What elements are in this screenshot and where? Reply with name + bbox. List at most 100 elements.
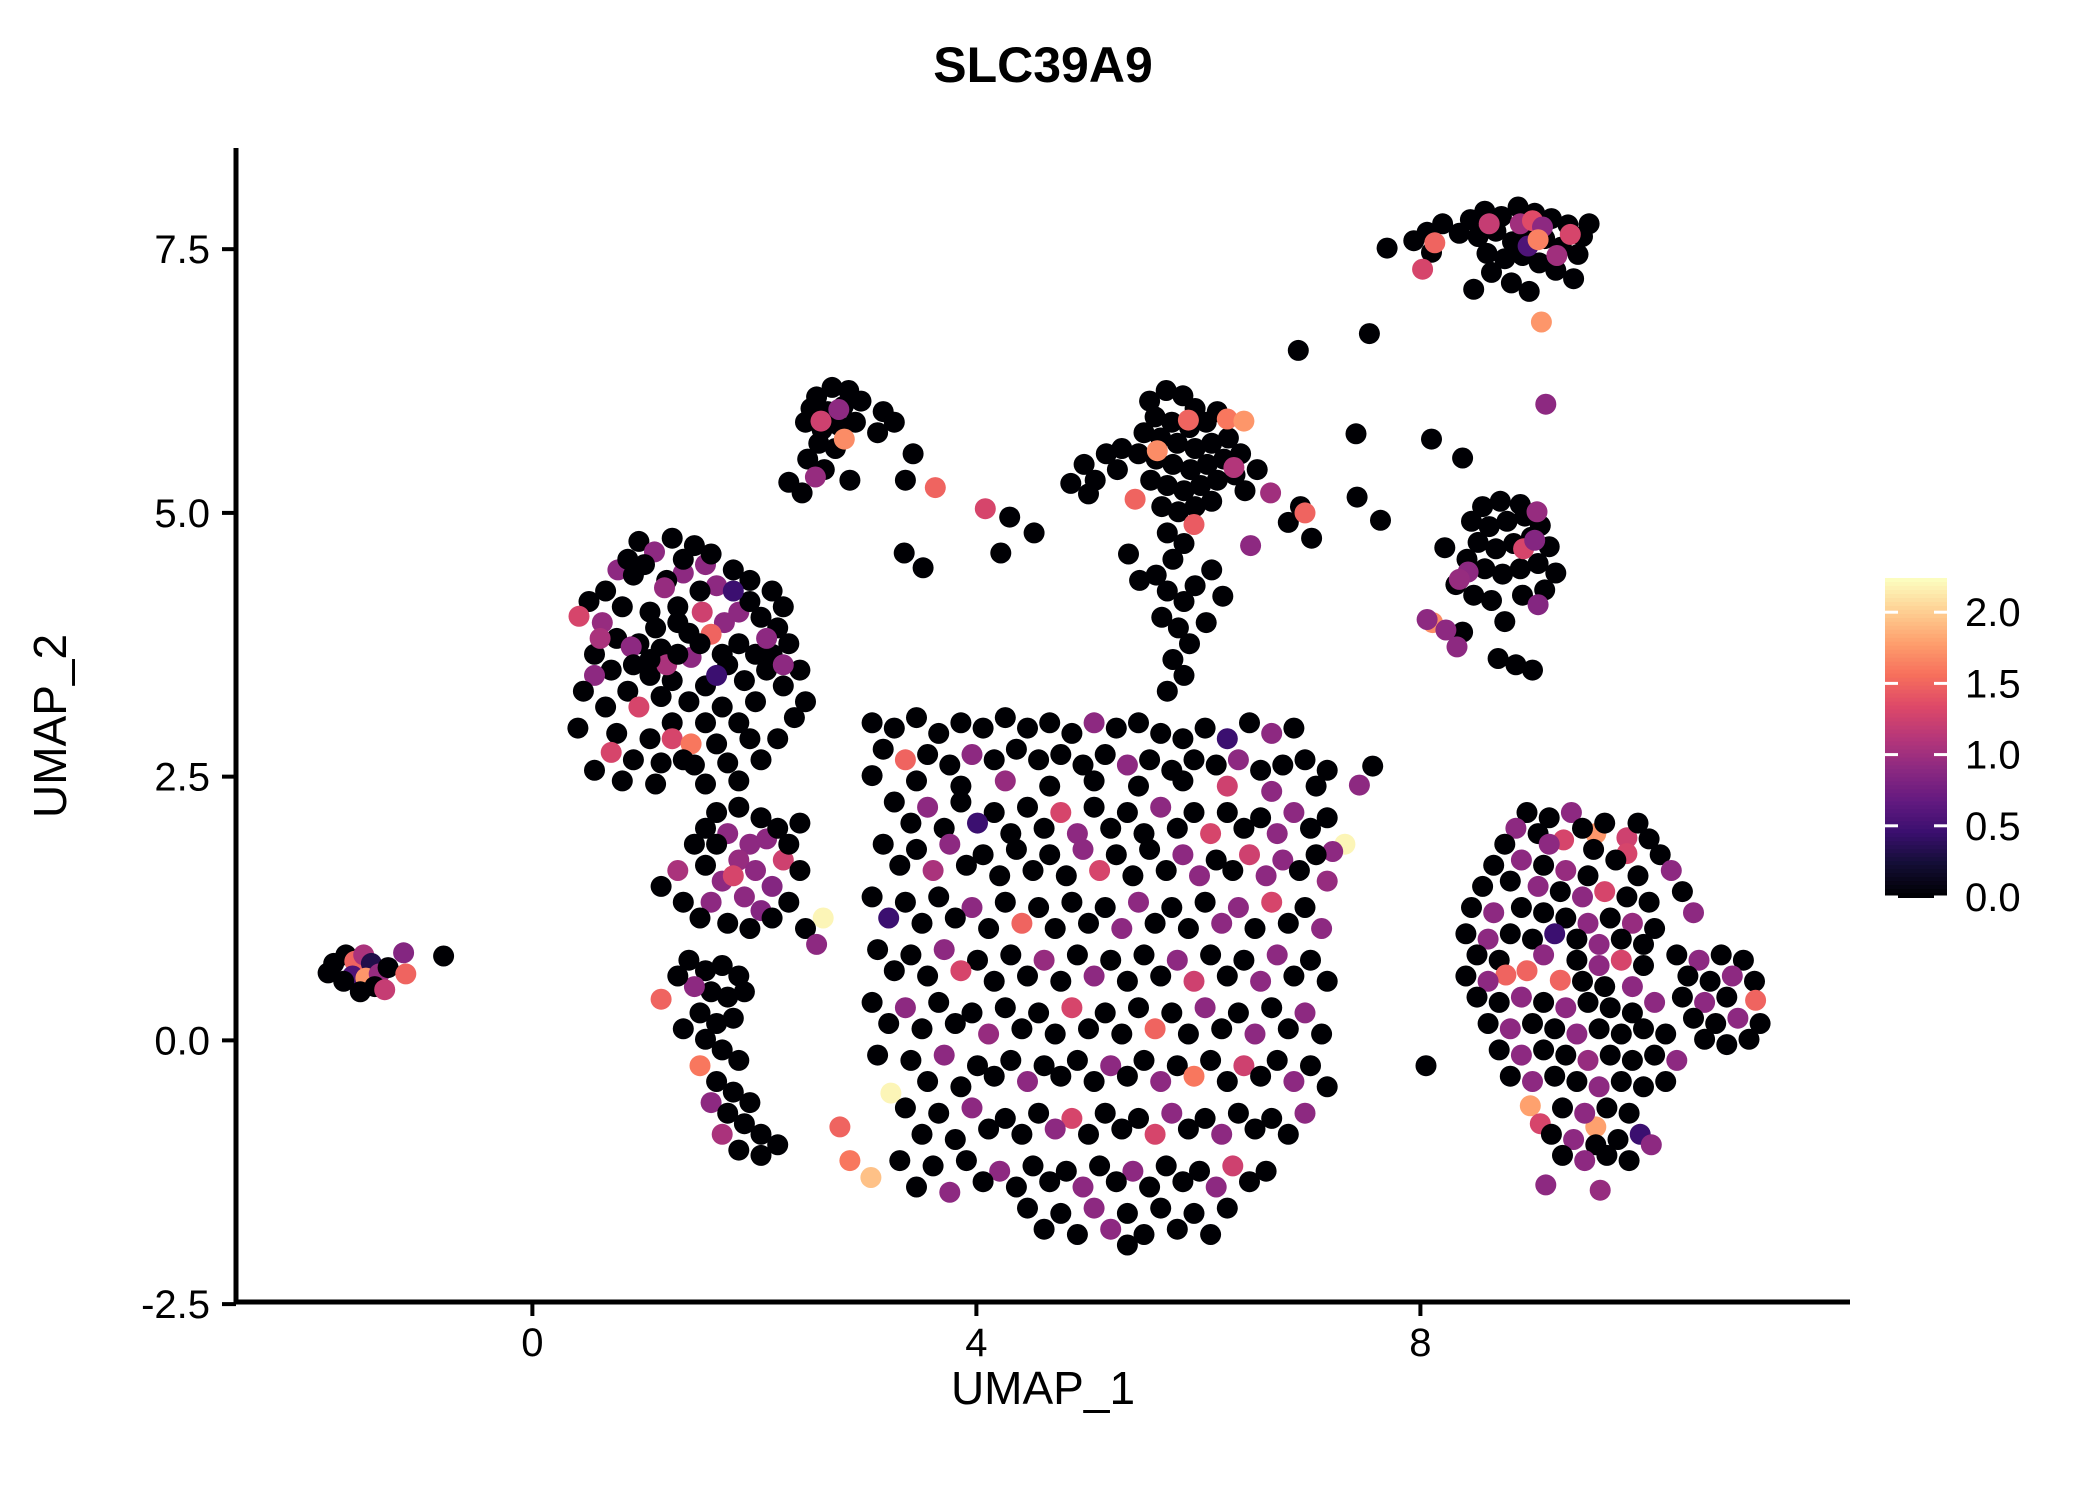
data-point	[1566, 1023, 1588, 1045]
data-point	[1403, 230, 1425, 252]
data-point	[1083, 770, 1105, 792]
data-point	[1522, 659, 1543, 681]
data-point	[1172, 844, 1194, 866]
data-point	[733, 670, 755, 692]
data-point	[1588, 955, 1610, 976]
data-point	[989, 1160, 1011, 1182]
data-point	[1129, 569, 1151, 591]
data-point	[1362, 755, 1384, 777]
data-point	[1061, 1107, 1083, 1129]
data-point	[1116, 1234, 1138, 1256]
scatter-points	[317, 196, 1771, 1256]
data-point	[1050, 1065, 1072, 1087]
data-point	[1448, 568, 1470, 590]
data-point	[1477, 1013, 1499, 1034]
data-point	[1572, 886, 1593, 908]
data-point	[1694, 1028, 1716, 1050]
data-point	[1533, 991, 1555, 1013]
data-point	[750, 606, 772, 628]
data-point	[1527, 594, 1549, 616]
colorbar-gradient	[1885, 893, 1947, 898]
data-point	[1151, 496, 1173, 518]
x-axis-title: UMAP_1	[951, 1362, 1135, 1414]
data-point	[861, 712, 883, 734]
data-point	[1435, 619, 1457, 641]
data-point	[1227, 749, 1249, 771]
data-point	[1011, 1123, 1033, 1145]
data-point	[600, 741, 622, 763]
data-point	[1089, 860, 1111, 881]
data-point	[1599, 997, 1621, 1019]
data-point	[1261, 1107, 1283, 1129]
data-point	[806, 933, 828, 955]
data-point	[1078, 912, 1099, 934]
colorbar-gradient	[1885, 709, 1947, 715]
data-point	[999, 506, 1021, 528]
data-point	[1546, 245, 1568, 266]
data-point	[1184, 496, 1206, 518]
data-point	[1621, 976, 1643, 998]
data-point	[1738, 1028, 1760, 1050]
data-point	[772, 675, 794, 697]
data-point	[1535, 393, 1557, 415]
data-point	[1745, 989, 1767, 1011]
data-point	[433, 945, 455, 967]
data-point	[1644, 991, 1666, 1013]
data-point	[867, 939, 889, 961]
data-point	[778, 833, 800, 855]
data-point	[893, 542, 915, 564]
data-point	[795, 691, 816, 713]
data-point	[739, 569, 761, 591]
data-point	[1244, 918, 1266, 939]
data-point	[1415, 1055, 1437, 1077]
colorbar-gradient	[1885, 613, 1947, 619]
plot-title: SLC39A9	[933, 37, 1153, 93]
data-point	[728, 770, 750, 792]
data-point	[1488, 1039, 1510, 1061]
y-tick-label: 7.5	[154, 228, 210, 272]
colorbar-gradient	[1885, 661, 1947, 667]
data-point	[804, 466, 826, 488]
data-point	[1173, 591, 1195, 612]
data-point	[1316, 807, 1338, 829]
data-point	[795, 918, 816, 939]
data-point	[1596, 1144, 1618, 1166]
data-point	[1105, 717, 1127, 739]
data-point	[1172, 770, 1194, 792]
data-point	[1507, 196, 1529, 218]
data-point	[1348, 774, 1370, 796]
data-point	[1194, 891, 1216, 913]
data-point	[1505, 817, 1527, 839]
data-point	[1216, 408, 1238, 430]
data-point	[1527, 553, 1549, 574]
data-point	[1627, 812, 1649, 834]
data-point	[1083, 965, 1105, 987]
data-point	[1094, 897, 1116, 918]
data-point	[1535, 1174, 1557, 1196]
colorbar-gradient	[1885, 701, 1947, 707]
data-point	[1017, 717, 1038, 739]
data-point	[672, 548, 694, 570]
data-point	[1089, 1155, 1111, 1177]
data-point	[622, 749, 644, 771]
colorbar-gradient	[1885, 761, 1947, 767]
data-point	[1699, 970, 1721, 992]
data-point	[1083, 796, 1105, 818]
data-point	[1116, 1065, 1138, 1087]
data-point	[745, 643, 766, 665]
data-point	[933, 1044, 955, 1066]
data-point	[950, 775, 972, 797]
data-point	[1605, 849, 1627, 871]
data-point	[620, 636, 642, 658]
data-point	[1677, 965, 1699, 987]
data-point	[617, 680, 639, 702]
data-point	[878, 907, 900, 929]
data-point	[1466, 986, 1488, 1008]
data-point	[1488, 991, 1510, 1013]
data-point	[1128, 712, 1149, 734]
data-point	[1061, 722, 1083, 744]
data-point	[1155, 380, 1177, 401]
x-tick-label: 8	[1409, 1321, 1431, 1365]
data-point	[1255, 865, 1277, 887]
data-point	[1227, 897, 1249, 918]
